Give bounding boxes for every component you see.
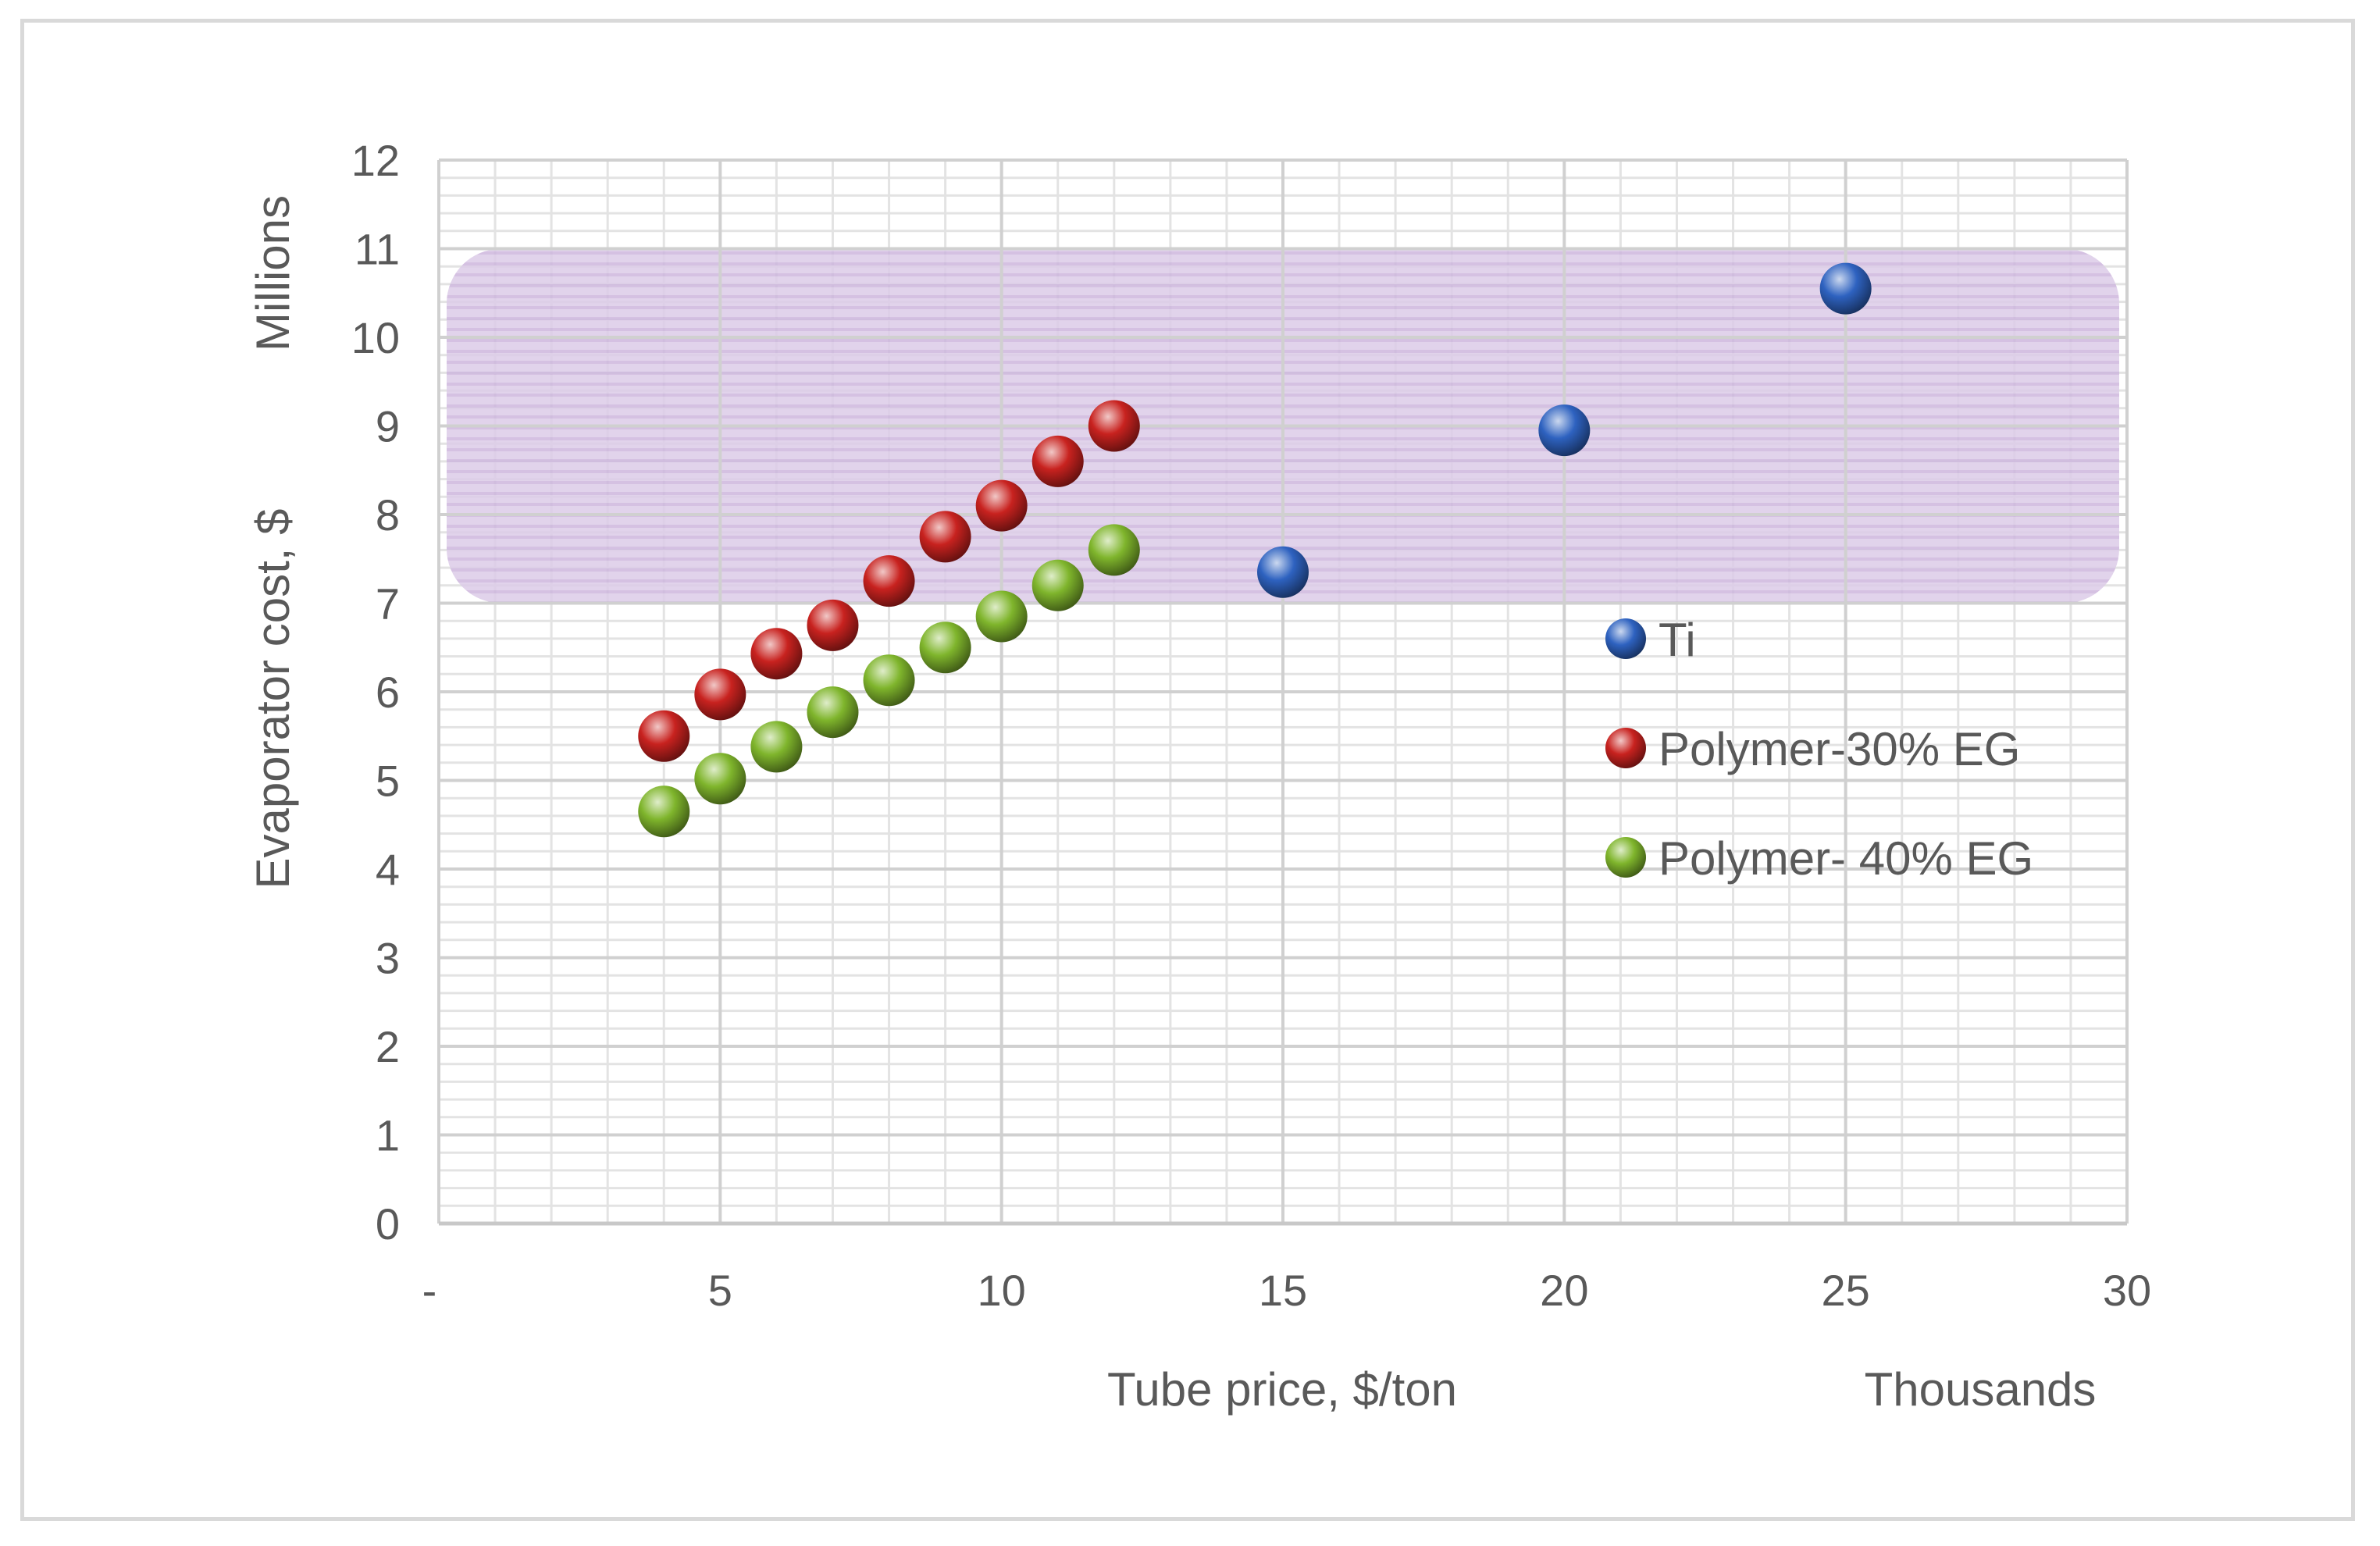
axis-titles: Tube price, $/ton Thousands Evaporator cos… — [247, 195, 2096, 1416]
data-point — [975, 590, 1028, 643]
y-axis-title: Evaporator cost, $ — [247, 509, 299, 889]
data-point — [638, 785, 690, 838]
x-axis-ticks: - 5 10 15 20 25 30 — [422, 1266, 2151, 1315]
data-point — [863, 555, 915, 607]
y-tick-label: 7 — [376, 579, 400, 629]
x-tick-label: 20 — [1540, 1266, 1588, 1315]
x-axis-title: Tube price, $/ton — [1107, 1363, 1457, 1416]
x-tick-label: 10 — [978, 1266, 1026, 1315]
data-point — [919, 511, 971, 563]
x-tick-label: 5 — [708, 1266, 732, 1315]
data-point — [919, 622, 971, 674]
legend-label: Polymer-30% EG — [1659, 723, 2020, 775]
data-point — [807, 599, 859, 651]
data-point — [1257, 546, 1309, 598]
y-tick-label: 10 — [351, 313, 400, 362]
data-point — [1088, 524, 1140, 576]
y-tick-label: 1 — [376, 1111, 400, 1160]
data-point — [638, 710, 690, 762]
data-point — [807, 686, 859, 739]
legend-label: Ti — [1659, 614, 1696, 666]
legend-marker — [1605, 837, 1646, 878]
data-point — [750, 721, 803, 773]
data-point — [1088, 400, 1140, 452]
data-point — [863, 654, 915, 707]
data-point — [750, 628, 803, 680]
y-tick-label: 3 — [376, 934, 400, 983]
legend-marker — [1605, 618, 1646, 659]
y-axis-units: Millions — [247, 195, 299, 351]
y-tick-label: 2 — [376, 1022, 400, 1071]
data-point — [1819, 262, 1872, 315]
y-tick-label: 8 — [376, 490, 400, 540]
y-tick-label: 4 — [376, 845, 400, 894]
legend-label: Polymer- 40% EG — [1659, 832, 2033, 885]
y-tick-label: 5 — [376, 757, 400, 806]
data-point — [694, 753, 746, 805]
x-tick-label: 15 — [1259, 1266, 1307, 1315]
data-point — [694, 668, 746, 721]
legend-marker — [1605, 728, 1646, 768]
y-tick-label: 12 — [351, 136, 400, 185]
x-tick-label: 25 — [1822, 1266, 1870, 1315]
data-point — [975, 479, 1028, 532]
x-axis-units: Thousands — [1865, 1363, 2097, 1416]
y-tick-label: 11 — [355, 225, 400, 274]
x-tick-label: 30 — [2103, 1266, 2151, 1315]
data-point — [1031, 559, 1084, 611]
data-point — [1538, 404, 1591, 457]
y-tick-label: 9 — [376, 402, 400, 451]
legend: Ti Polymer-30% EG Polymer- 40% EG — [1605, 614, 2033, 885]
y-tick-label: 0 — [376, 1199, 400, 1249]
data-point — [1031, 435, 1084, 487]
x-tick-label: - — [422, 1266, 437, 1315]
y-tick-label: 6 — [376, 668, 400, 717]
data-points — [638, 262, 1872, 838]
